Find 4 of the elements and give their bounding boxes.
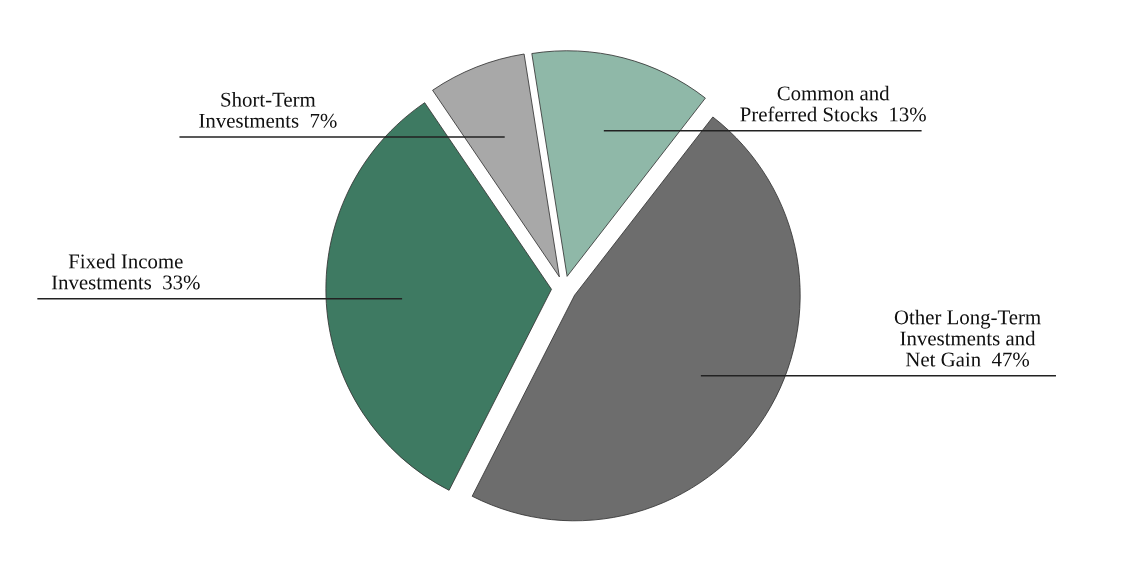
slice-label: Short-Term Investments 7% bbox=[199, 92, 337, 128]
slice-label: Common and Preferred Stocks 13% bbox=[740, 85, 926, 122]
slice-label: Other Long-Term Investments and Net Gain 47% bbox=[894, 309, 1041, 367]
slice-label: Fixed Income Investments 33% bbox=[51, 253, 200, 290]
